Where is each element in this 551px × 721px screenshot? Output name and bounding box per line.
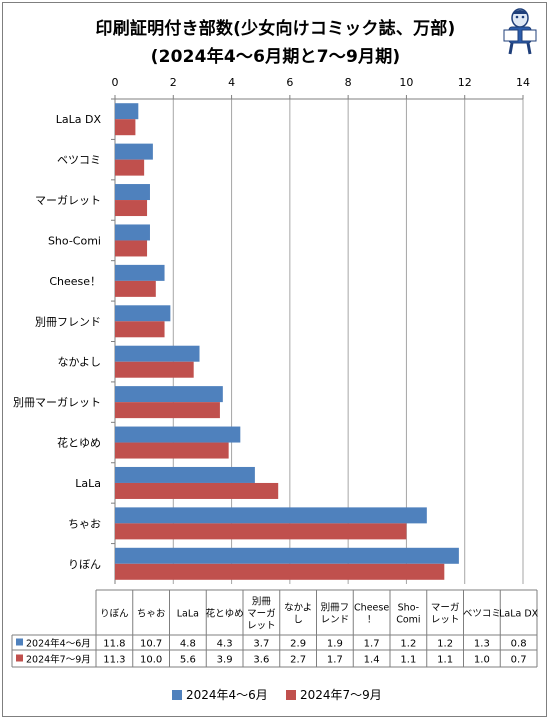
bar-series1 xyxy=(115,143,153,160)
bar-series2 xyxy=(115,240,148,257)
bar-series2 xyxy=(115,523,407,540)
table-row-label: 2024年4～6月 xyxy=(26,638,91,650)
table-value-cell: 5.6 xyxy=(180,655,196,666)
category-label: マーガレット xyxy=(35,194,101,207)
table-value-cell: 1.1 xyxy=(400,655,416,666)
table-header-cell: Cheese！ xyxy=(354,603,389,626)
table-header-cell: ちゃお xyxy=(137,609,166,620)
bar-series2 xyxy=(115,442,229,459)
table-value-cell: 11.8 xyxy=(103,639,125,650)
category-label: Cheese！ xyxy=(49,275,101,288)
bar-series1 xyxy=(115,345,200,362)
category-label: 別冊フレンド xyxy=(35,315,101,328)
table-value-cell: 0.7 xyxy=(511,655,527,666)
tick-label-x: 4 xyxy=(228,76,235,89)
legend-label-series2: 2024年7～9月 xyxy=(300,688,382,702)
table-value-cell: 1.3 xyxy=(474,639,490,650)
tick-label-x: 6 xyxy=(286,76,293,89)
table-row-label: 2024年7～9月 xyxy=(26,654,91,666)
table-value-cell: 4.3 xyxy=(217,639,233,650)
table-value-cell: 1.0 xyxy=(474,655,490,666)
table-value-cell: 11.3 xyxy=(103,655,125,666)
table-value-cell: 3.9 xyxy=(217,655,233,666)
chart-title-line1: 印刷証明付き部数(少女向けコミック誌、万部) xyxy=(95,19,456,39)
bar-series2 xyxy=(115,119,136,136)
table-header-cell: Sho-Comi xyxy=(396,603,420,626)
bar-series2 xyxy=(115,402,220,419)
bar-series2 xyxy=(115,321,165,338)
category-label: なかよし xyxy=(58,356,101,369)
table-value-cell: 1.1 xyxy=(437,655,453,666)
table-header-cell: なかよし xyxy=(284,603,312,626)
tick-label-x: 0 xyxy=(112,76,119,89)
table-header-cell: ベツコミ xyxy=(463,609,501,620)
table-value-cell: 4.8 xyxy=(180,639,196,650)
tick-label-x: 8 xyxy=(345,76,352,89)
table-header-cell: りぼん xyxy=(100,609,129,620)
bar-series1 xyxy=(115,386,223,403)
tick-label-x: 14 xyxy=(516,76,530,89)
category-label: りぼん xyxy=(68,558,101,571)
table-header-cell: 別冊フレンド xyxy=(321,603,350,626)
table-row-legend-key xyxy=(16,654,23,662)
table-header-cell: 別冊マーガレット xyxy=(247,597,276,632)
bar-series2 xyxy=(115,361,194,378)
bar-series1 xyxy=(115,547,459,564)
legend-item-series1: 2024年4～6月 xyxy=(172,686,268,703)
legend-swatch-series1 xyxy=(172,689,182,700)
table-value-cell: 3.7 xyxy=(253,639,269,650)
table-value-cell: 2.9 xyxy=(290,639,306,650)
table-value-cell: 1.2 xyxy=(400,639,416,650)
category-label: 花とゆめ xyxy=(57,437,101,450)
table-value-cell: 3.6 xyxy=(253,655,269,666)
bar-series1 xyxy=(115,507,427,524)
bar-series1 xyxy=(115,103,139,120)
chart-title-line2: (2024年4～6月期と7～9月期) xyxy=(150,47,401,67)
tick-label-x: 12 xyxy=(458,76,472,89)
table-row-legend-key xyxy=(16,638,23,646)
bar-series1 xyxy=(115,466,255,483)
table-value-cell: 1.7 xyxy=(364,639,380,650)
bar-series1 xyxy=(115,184,150,201)
tick-label-x: 10 xyxy=(399,76,413,89)
table-value-cell: 10.0 xyxy=(140,655,162,666)
table-header-cell: LaLa DX xyxy=(499,609,539,620)
table-value-cell: 0.8 xyxy=(511,639,527,650)
bar-series1 xyxy=(115,305,171,322)
category-label: Sho-Comi xyxy=(48,234,101,247)
bar-series2 xyxy=(115,482,279,499)
table-value-cell: 1.2 xyxy=(437,639,453,650)
table-value-cell: 1.7 xyxy=(327,655,343,666)
reading-person-icon xyxy=(503,8,537,55)
legend-label-series1: 2024年4～6月 xyxy=(186,688,268,702)
bar-series1 xyxy=(115,264,165,281)
table-value-cell: 2.7 xyxy=(290,655,306,666)
category-label: 別冊マーガレット xyxy=(13,396,101,409)
category-label: ベツコミ xyxy=(57,154,101,167)
table-value-cell: 1.4 xyxy=(364,655,380,666)
table-value-cell: 10.7 xyxy=(140,639,162,650)
bar-series1 xyxy=(115,224,150,241)
bar-series2 xyxy=(115,159,145,176)
category-label: ちゃお xyxy=(68,517,101,530)
table-header-cell: LaLa xyxy=(177,609,199,620)
bar-series1 xyxy=(115,426,241,443)
legend: 2024年4～6月 2024年7～9月 xyxy=(0,686,551,704)
bar-series2 xyxy=(115,200,148,217)
table-value-cell: 1.9 xyxy=(327,639,343,650)
legend-item-series2: 2024年7～9月 xyxy=(286,686,382,703)
bar-series2 xyxy=(115,563,445,580)
category-label: LaLa DX xyxy=(56,113,102,126)
category-label: LaLa xyxy=(75,477,101,490)
bar-series2 xyxy=(115,280,156,297)
tick-label-x: 2 xyxy=(170,76,177,89)
legend-swatch-series2 xyxy=(286,689,296,700)
table-header-cell: 花とゆめ xyxy=(206,608,244,620)
table-header-cell: マーガレット xyxy=(431,603,460,626)
